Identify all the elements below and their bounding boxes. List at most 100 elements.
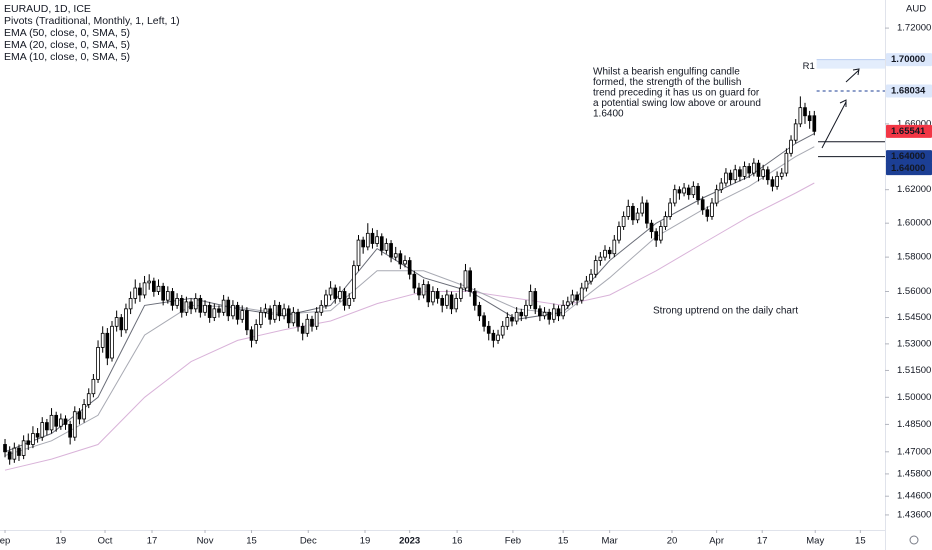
- candle-body: [54, 414, 59, 427]
- candle-body: [533, 291, 538, 310]
- candle-body: [705, 209, 710, 217]
- candle-body: [747, 166, 752, 174]
- candle-body: [552, 308, 556, 320]
- candle-body: [156, 285, 161, 292]
- candle-body: [742, 166, 747, 177]
- candle-body: [17, 447, 21, 456]
- y-tick-label: 1.56000: [897, 286, 931, 297]
- candle-body: [770, 179, 775, 187]
- candle-body: [7, 451, 12, 460]
- candle-body: [426, 284, 431, 303]
- legend-entry: EMA (50, close, 0, SMA, 5): [4, 27, 130, 39]
- candle-body: [677, 189, 682, 194]
- candle-body: [138, 287, 142, 296]
- candle-body: [226, 299, 231, 317]
- price-label: 1.64000: [891, 151, 925, 162]
- x-tick-label: Feb: [505, 536, 521, 547]
- candle-body: [803, 107, 807, 117]
- price-label: 1.70000: [891, 54, 925, 65]
- x-tick-label: May: [806, 536, 824, 547]
- candle-body: [296, 311, 300, 327]
- candle-body: [389, 243, 393, 258]
- candle-body: [728, 172, 733, 181]
- candle-body: [477, 304, 482, 317]
- candle-body: [621, 216, 626, 227]
- candle-body: [635, 212, 640, 221]
- candle-body: [575, 294, 579, 301]
- candle-body: [217, 308, 221, 313]
- x-tick-label: ep: [0, 536, 10, 547]
- candle-body: [617, 226, 621, 241]
- candle-body: [147, 280, 152, 284]
- candle-body: [421, 284, 426, 296]
- legend-entry: EMA (20, close, 0, SMA, 5): [4, 39, 130, 51]
- candle-body: [482, 315, 486, 327]
- settings-icon[interactable]: [909, 535, 919, 545]
- y-tick-label: 1.60000: [897, 218, 931, 229]
- candle-body: [324, 294, 328, 306]
- candle-body: [86, 393, 91, 405]
- candle-body: [719, 182, 724, 191]
- arrow: [821, 101, 847, 149]
- candle-body: [435, 291, 440, 299]
- candle-body: [91, 378, 96, 395]
- candle-body: [240, 310, 245, 320]
- x-tick-label: 16: [452, 536, 463, 547]
- y-tick-label: 1.45800: [897, 468, 931, 479]
- annotation-text: formed, the strength of the bullish: [593, 77, 741, 88]
- candle-body: [547, 311, 552, 320]
- y-tick-label: 1.62000: [897, 184, 931, 195]
- candle-body: [714, 189, 719, 204]
- candle-body: [328, 287, 333, 296]
- x-tick-label: Apr: [709, 536, 724, 547]
- candle-body: [589, 273, 593, 282]
- price-label: 1.65541: [891, 126, 926, 137]
- candle-body: [514, 311, 519, 322]
- y-tick-label: 1.43600: [897, 509, 931, 520]
- candle-body: [738, 169, 742, 177]
- price-label-box: [886, 162, 932, 176]
- legend-title: EURAUD, 1D, ICE: [4, 3, 91, 15]
- y-tick-label: 1.50000: [897, 392, 931, 403]
- candle-body: [472, 291, 477, 306]
- candle-body: [114, 317, 119, 327]
- candle-body: [100, 332, 105, 348]
- candle-body: [212, 308, 217, 318]
- candle-body: [82, 404, 86, 420]
- candle-body: [361, 239, 365, 248]
- candle-body: [235, 304, 240, 320]
- x-tick-label: Nov: [197, 536, 214, 547]
- candle-body: [286, 308, 291, 324]
- candle-body: [63, 418, 68, 425]
- y-tick-label: 1.58000: [897, 252, 931, 263]
- overlay: Whilst a bearish engulfing candleformed,…: [593, 67, 798, 317]
- candle-body: [733, 169, 738, 181]
- candle-body: [761, 169, 765, 177]
- price-label-box: [886, 53, 932, 67]
- candle-body: [686, 187, 691, 196]
- candle-body: [263, 308, 268, 313]
- candle-body: [779, 172, 784, 177]
- candle-body: [654, 231, 659, 241]
- candle-body: [277, 304, 282, 317]
- pivot-label: R1: [803, 61, 815, 72]
- candle-body: [333, 287, 338, 299]
- candle-body: [347, 298, 352, 306]
- candle-body: [607, 249, 612, 255]
- candle-body: [379, 236, 384, 251]
- y-tick-label: 1.44600: [897, 491, 931, 502]
- y-tick-label: 1.66000: [897, 118, 931, 129]
- candle-body: [649, 222, 654, 233]
- candle-body: [310, 318, 314, 327]
- candle-body: [793, 123, 798, 141]
- candle-body: [398, 253, 403, 265]
- candle-body: [798, 107, 803, 125]
- candle-body: [152, 280, 156, 292]
- y-tick-label: 1.51500: [897, 365, 931, 376]
- candle-body: [626, 205, 631, 217]
- candle-body: [612, 239, 617, 255]
- x-tick-label: 15: [246, 536, 257, 547]
- candle-body: [258, 311, 263, 325]
- candle-body: [40, 422, 45, 438]
